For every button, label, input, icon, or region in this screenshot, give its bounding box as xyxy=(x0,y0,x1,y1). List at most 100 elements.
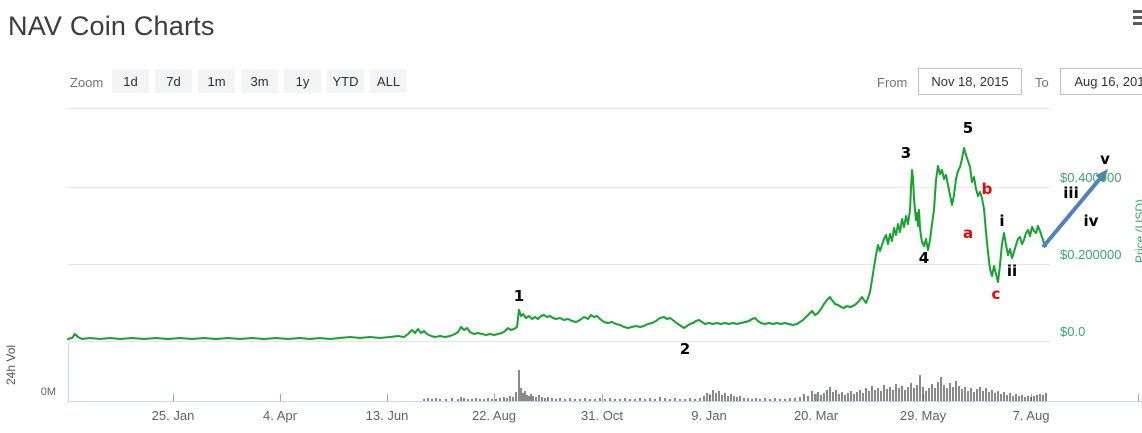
volume-bar xyxy=(877,388,879,401)
volume-bar xyxy=(654,399,656,401)
volume-zero-label: 0M xyxy=(40,386,56,398)
volume-bar xyxy=(629,399,631,401)
zoom-button-3m[interactable]: 3m xyxy=(241,69,278,93)
to-label: To xyxy=(1035,75,1049,90)
volume-bar xyxy=(922,387,924,401)
volume-bar xyxy=(471,399,473,401)
volume-bar xyxy=(694,399,696,401)
volume-bar xyxy=(964,387,966,401)
volume-bar xyxy=(784,399,786,401)
volume-bar xyxy=(589,399,591,401)
zoom-button-7d[interactable]: 7d xyxy=(155,69,192,93)
volume-bar xyxy=(528,396,530,401)
volume-bar xyxy=(532,396,534,401)
volume-bar xyxy=(814,394,816,401)
volume-bar xyxy=(644,399,646,401)
volume-bar xyxy=(487,398,489,401)
volume-bar xyxy=(1030,397,1032,401)
volume-bar xyxy=(943,385,945,401)
volume-bar xyxy=(883,385,885,401)
volume-bar xyxy=(889,387,891,401)
volume-bar xyxy=(871,386,873,401)
volume-bar xyxy=(463,398,465,401)
volume-bar xyxy=(901,386,903,401)
volume-bar xyxy=(1027,396,1029,401)
volume-bar xyxy=(1009,393,1011,401)
volume-bar xyxy=(794,398,796,401)
volume-bar xyxy=(506,398,508,401)
zoom-button-1d[interactable]: 1d xyxy=(112,69,149,93)
volume-bar xyxy=(439,399,441,401)
volume-bar xyxy=(997,391,999,401)
zoom-button-1m[interactable]: 1m xyxy=(198,69,235,93)
volume-bar xyxy=(832,392,834,401)
volume-bar xyxy=(520,388,522,401)
volume-bar xyxy=(743,398,745,401)
volume-bar xyxy=(807,396,809,401)
zoom-button-1y[interactable]: 1y xyxy=(284,69,321,93)
zoom-button-all[interactable]: ALL xyxy=(370,69,407,93)
volume-bar xyxy=(526,395,528,401)
from-date-input[interactable] xyxy=(918,68,1022,95)
volume-bar xyxy=(604,399,606,401)
zoom-button-ytd[interactable]: YTD xyxy=(327,69,364,93)
volume-bar xyxy=(479,399,481,401)
volume-bar xyxy=(856,392,858,401)
volume-bar xyxy=(982,391,984,401)
price-line-series[interactable] xyxy=(67,147,1047,340)
volume-bar xyxy=(674,398,676,401)
volume-bar xyxy=(659,397,661,401)
volume-bar xyxy=(703,396,705,401)
volume-bar xyxy=(937,382,939,401)
zoom-button-group: 1d 7d 1m 3m 1y YTD ALL xyxy=(112,69,407,93)
volume-bar xyxy=(634,399,636,401)
volume-bar xyxy=(859,390,861,401)
volume-bar xyxy=(423,399,425,401)
volume-bar xyxy=(555,399,557,401)
volume-bar xyxy=(503,397,505,401)
volume-bar xyxy=(865,388,867,401)
volume-bar xyxy=(931,384,933,401)
volume-bar xyxy=(1018,396,1020,401)
volume-bar xyxy=(736,397,738,401)
volume-bar xyxy=(803,394,805,401)
volume-bar xyxy=(457,399,459,401)
volume-bar xyxy=(574,399,576,401)
from-label: From xyxy=(877,75,908,90)
volume-bar xyxy=(584,398,586,401)
volume-bar xyxy=(850,391,852,401)
volume-bar xyxy=(569,398,571,401)
volume-bar xyxy=(847,393,849,401)
volume-bar xyxy=(925,391,927,401)
volume-bar xyxy=(1033,396,1035,401)
volume-bar xyxy=(431,399,433,401)
volume-bar xyxy=(619,399,621,401)
volume-bar xyxy=(541,397,543,401)
volume-bar xyxy=(823,393,825,401)
volume-bar xyxy=(934,388,936,401)
volume-bar xyxy=(427,398,429,401)
volume-bar xyxy=(491,399,493,401)
volume-bar xyxy=(1021,395,1023,401)
volume-bar xyxy=(564,399,566,401)
volume-bar xyxy=(727,396,729,401)
volume-bar xyxy=(907,387,909,401)
hamburger-bar xyxy=(1133,10,1142,13)
volume-bar xyxy=(530,394,532,401)
volume-bar xyxy=(724,393,726,401)
volume-bar xyxy=(751,399,753,401)
volume-bar xyxy=(547,397,549,401)
volume-bar xyxy=(551,398,553,401)
volume-bar xyxy=(988,392,990,401)
to-date-input[interactable] xyxy=(1060,68,1142,95)
volume-bar xyxy=(639,398,641,401)
page-title: NAV Coin Charts xyxy=(8,11,215,41)
volume-bar xyxy=(524,391,526,401)
volume-bar xyxy=(1042,395,1044,401)
volume-bar xyxy=(769,399,771,401)
chart-context-menu-icon[interactable] xyxy=(1133,10,1142,28)
hamburger-bar xyxy=(1133,16,1142,19)
volume-bar xyxy=(928,388,930,401)
volume-bar xyxy=(976,389,978,401)
